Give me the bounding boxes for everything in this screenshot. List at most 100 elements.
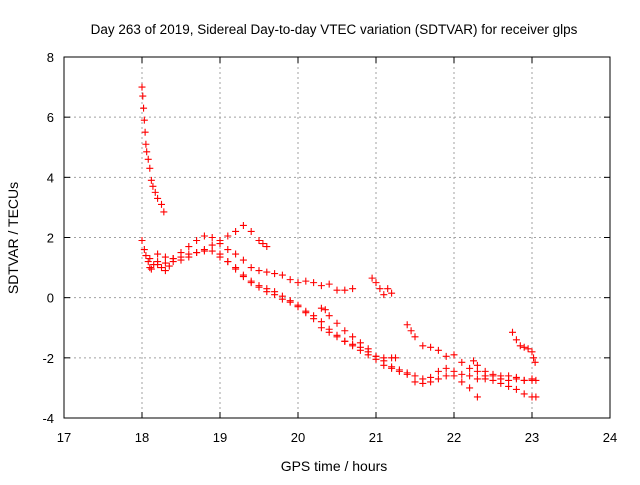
data-point bbox=[216, 253, 224, 261]
x-tick-label: 20 bbox=[291, 430, 305, 445]
data-point bbox=[140, 104, 148, 112]
data-point bbox=[388, 363, 396, 371]
data-point bbox=[473, 367, 481, 375]
data-point bbox=[497, 379, 505, 387]
data-point bbox=[349, 285, 357, 293]
data-point bbox=[473, 393, 481, 401]
y-tick-label: 0 bbox=[47, 291, 54, 306]
data-point bbox=[520, 376, 528, 384]
data-point bbox=[516, 342, 524, 350]
data-point bbox=[232, 250, 240, 258]
data-point bbox=[141, 128, 149, 136]
data-point bbox=[146, 264, 154, 272]
data-point bbox=[310, 279, 318, 287]
data-point bbox=[224, 246, 232, 254]
data-point bbox=[384, 285, 392, 293]
data-point bbox=[530, 354, 538, 362]
data-point bbox=[473, 375, 481, 383]
data-point bbox=[317, 324, 325, 332]
data-point bbox=[372, 352, 380, 360]
data-point bbox=[247, 227, 255, 235]
series-arc-fragment-21 bbox=[368, 274, 396, 299]
y-tick-label: 6 bbox=[47, 110, 54, 125]
series-arc-dip-20.3 bbox=[317, 304, 481, 401]
data-point bbox=[407, 327, 415, 335]
data-point bbox=[356, 346, 364, 354]
data-point bbox=[138, 83, 146, 91]
x-axis-label: GPS time / hours bbox=[281, 458, 388, 474]
data-point bbox=[144, 155, 152, 163]
data-point bbox=[434, 367, 442, 375]
data-point bbox=[411, 333, 419, 341]
data-point bbox=[146, 164, 154, 172]
data-point bbox=[154, 194, 162, 202]
data-point bbox=[161, 253, 169, 261]
data-point bbox=[140, 246, 148, 254]
x-tick-label: 24 bbox=[603, 430, 617, 445]
data-point bbox=[321, 306, 329, 314]
data-point bbox=[392, 354, 399, 362]
data-point bbox=[388, 289, 396, 297]
data-point bbox=[325, 325, 333, 333]
data-point bbox=[271, 288, 279, 296]
data-point bbox=[434, 375, 442, 383]
data-point bbox=[310, 312, 318, 320]
data-point bbox=[143, 148, 151, 156]
y-axis-label: SDTVAR / TECUs bbox=[5, 182, 21, 294]
data-point bbox=[255, 282, 263, 290]
data-point bbox=[239, 271, 247, 279]
data-point bbox=[232, 227, 240, 235]
x-tick-label: 22 bbox=[447, 430, 461, 445]
data-point bbox=[395, 366, 403, 374]
x-tick-label: 21 bbox=[369, 430, 383, 445]
data-point bbox=[317, 304, 325, 312]
data-point bbox=[380, 357, 388, 365]
x-tick-label: 18 bbox=[135, 430, 149, 445]
data-point bbox=[520, 343, 528, 351]
data-point bbox=[528, 348, 536, 356]
data-point bbox=[481, 367, 489, 375]
data-point bbox=[140, 116, 148, 124]
data-point bbox=[466, 384, 474, 392]
data-point bbox=[239, 256, 247, 264]
data-point bbox=[450, 372, 458, 380]
data-point bbox=[364, 351, 372, 359]
data-point bbox=[317, 318, 325, 326]
data-point bbox=[158, 200, 165, 208]
data-point bbox=[434, 346, 442, 354]
data-point bbox=[341, 286, 349, 294]
data-point bbox=[524, 345, 532, 353]
data-point bbox=[161, 259, 169, 267]
x-tick-label: 23 bbox=[525, 430, 539, 445]
data-point bbox=[263, 285, 271, 293]
x-tick-label: 19 bbox=[213, 430, 227, 445]
data-point bbox=[278, 292, 286, 300]
data-point bbox=[259, 240, 267, 248]
data-point bbox=[147, 265, 155, 273]
data-point bbox=[403, 321, 411, 329]
data-point bbox=[333, 286, 341, 294]
data-point bbox=[512, 373, 520, 381]
data-point bbox=[411, 378, 419, 386]
data-point bbox=[239, 221, 247, 229]
data-point bbox=[286, 297, 294, 305]
data-point bbox=[294, 301, 302, 309]
data-point bbox=[286, 276, 294, 284]
data-point bbox=[489, 376, 497, 384]
data-point bbox=[450, 351, 458, 359]
data-point bbox=[458, 358, 466, 366]
data-point bbox=[263, 243, 271, 251]
data-point bbox=[372, 279, 380, 287]
data-point bbox=[294, 279, 302, 287]
data-point bbox=[177, 253, 185, 261]
data-point bbox=[470, 357, 477, 365]
data-point bbox=[419, 375, 427, 383]
data-point bbox=[224, 258, 232, 266]
data-point bbox=[512, 336, 520, 344]
data-point bbox=[150, 261, 158, 269]
y-tick-label: -4 bbox=[42, 411, 54, 426]
data-point bbox=[158, 264, 165, 272]
